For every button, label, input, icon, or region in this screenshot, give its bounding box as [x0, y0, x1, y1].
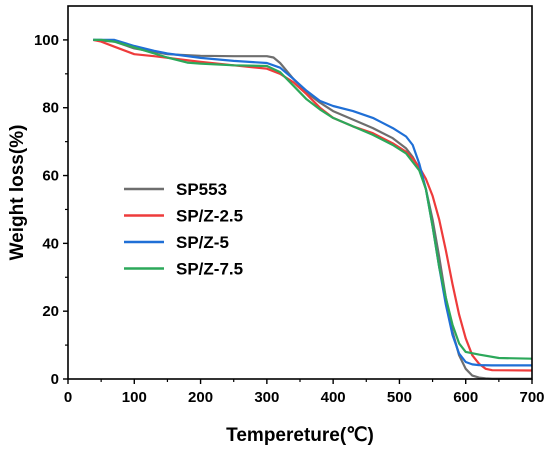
y-axis-title: Weight loss(%)	[7, 125, 28, 261]
x-tick-label: 200	[188, 389, 213, 406]
x-tick-label: 400	[321, 389, 346, 406]
x-axis-ticks: 0 100 200 300 400 500 600 700	[64, 379, 545, 406]
y-tick-label: 40	[42, 235, 59, 252]
series-line-sp-z-7-5	[93, 38, 533, 360]
y-axis-ticks: 0 20 40 60 80 100	[34, 32, 68, 388]
x-tick-label: 300	[254, 389, 279, 406]
legend-label: SP/Z-2.5	[176, 207, 243, 226]
series-line-sp-z-5	[93, 38, 532, 367]
series-lines	[92, 38, 533, 380]
x-tick-label: 0	[64, 389, 72, 406]
x-tick-label: 600	[453, 389, 478, 406]
y-tick-label: 0	[51, 371, 59, 388]
x-tick-label: 100	[122, 389, 147, 406]
y-tick-label: 80	[42, 100, 59, 117]
legend-label: SP/Z-5	[176, 233, 229, 252]
series-line-sp-z-2-5	[92, 38, 533, 372]
legend-label: SP/Z-7.5	[176, 260, 243, 279]
y-tick-label: 20	[42, 303, 59, 320]
x-axis-title: Tempereture(℃)	[226, 425, 374, 446]
x-tick-label: 700	[519, 389, 544, 406]
legend: SP553 SP/Z-2.5 SP/Z-5 SP/Z-7.5	[124, 180, 243, 279]
series-line-sp553	[93, 38, 532, 380]
y-tick-label: 60	[42, 168, 59, 185]
y-tick-label: 100	[34, 32, 59, 49]
x-tick-label: 500	[387, 389, 412, 406]
legend-label: SP553	[176, 180, 227, 199]
